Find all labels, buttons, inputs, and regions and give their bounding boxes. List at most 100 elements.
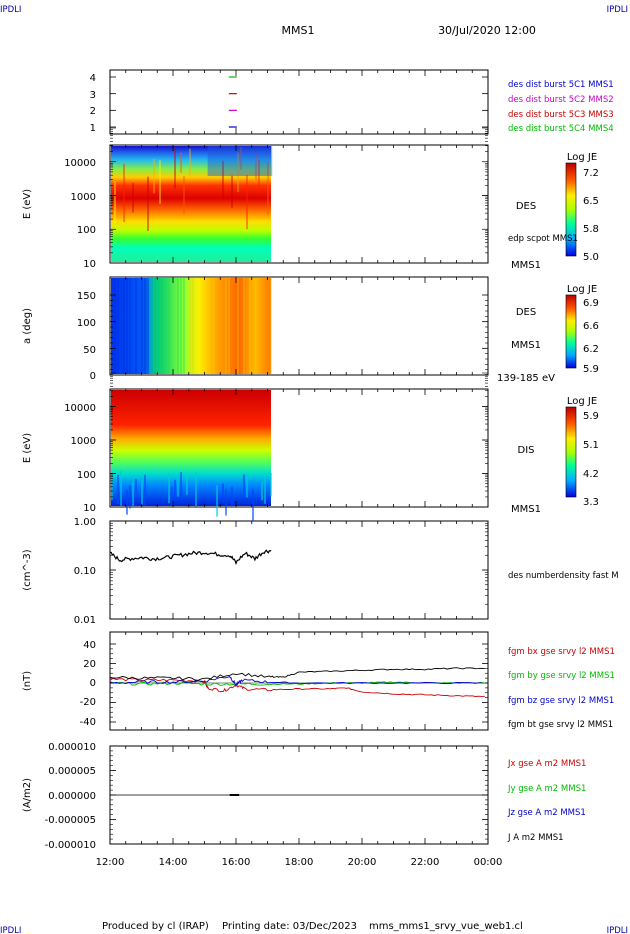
bfield-legend-entry: fgm by gse srvy l2 MMS1 — [508, 671, 615, 681]
corner-label-tl: IPDLI — [0, 5, 21, 15]
burst-legend-entry: des dist burst 5C1 MMS1 — [508, 80, 614, 90]
spectrogram-streak — [159, 278, 161, 374]
bfield-ytick-label: 20 — [83, 659, 96, 670]
current-ytick-label: 0.000000 — [48, 791, 96, 802]
spectrogram-streak — [195, 472, 197, 507]
current-ytick-label: -0.000005 — [45, 815, 96, 826]
mission-title: MMS1 — [282, 24, 315, 37]
current-ytick-label: 0.000010 — [48, 742, 96, 753]
dis-energy-ylabel: E (eV) — [22, 433, 33, 463]
des-energy-sublabel: edp scpot MMS1 — [508, 234, 578, 244]
bfield-ylabel: (nT) — [22, 671, 33, 691]
bfield-ytick-label: 0 — [90, 678, 96, 689]
spectrogram-streak — [171, 486, 173, 506]
bz-series-line — [109, 675, 482, 686]
des-pitch-yticks: 150 100 50 0 — [77, 291, 96, 382]
des-pitch-cbar-tick: 6.6 — [583, 321, 599, 332]
time-tick-label: 14:00 — [159, 857, 188, 868]
spectrogram-streak — [156, 278, 158, 374]
spectrogram-streak — [117, 474, 119, 505]
des-energy-spectrogram — [111, 146, 271, 262]
spectrogram-streak — [174, 146, 176, 189]
spectrogram-streak — [192, 278, 194, 374]
spectrogram-streak — [270, 278, 272, 374]
spectrogram-streak — [159, 160, 161, 204]
des-pitch-sc-label: MMS1 — [511, 340, 541, 351]
bfield-ytick-label: -40 — [80, 717, 96, 728]
spectrogram-streak — [240, 147, 242, 170]
spectrogram-texture — [111, 146, 273, 521]
burst-legend: des dist burst 5C1 MMS1 des dist burst 5… — [508, 80, 614, 134]
time-tick-label: 18:00 — [285, 857, 314, 868]
des-energy-cbar-tick: 5.0 — [583, 252, 599, 263]
dis-energy-ytick-label: 10000 — [64, 403, 96, 414]
des-pitch-label: DES — [516, 307, 536, 318]
burst-legend-entry: des dist burst 5C2 MMS2 — [508, 95, 614, 105]
des-pitch-ytick-label: 100 — [77, 318, 96, 329]
spectrogram-streak — [183, 278, 185, 374]
spectrogram-streak — [261, 481, 263, 501]
spectrogram-streak — [147, 176, 149, 232]
dis-energy-ytick-label: 100 — [77, 470, 96, 481]
spectrogram-streak — [222, 160, 224, 200]
dis-energy-cbar-tick: 5.9 — [583, 411, 599, 422]
spectrogram-streak — [225, 278, 227, 374]
spectrogram-streak — [135, 479, 137, 497]
spectrogram-streak — [216, 485, 218, 517]
spectrogram-streak — [126, 489, 128, 515]
spectrogram-streak — [222, 483, 224, 503]
density-legend-entry: des numberdensity fast M — [508, 571, 619, 581]
current-ytick-label: -0.000010 — [45, 840, 96, 851]
spectrogram-streak — [246, 476, 248, 498]
dis-energy-yticks: 10000 1000 100 10 — [64, 403, 96, 514]
dis-energy-ytick-label: 10 — [83, 503, 96, 514]
burst-yticks: 4 3 2 1 — [90, 73, 96, 134]
bfield-panel-frame — [109, 631, 489, 731]
plot-date: 30/Jul/2020 12:00 — [438, 24, 536, 37]
dis-energy-colorbar: Log JE 5.9 5.1 4.2 3.3 — [565, 396, 599, 508]
density-ytick-label: 0.10 — [74, 566, 96, 577]
spectrogram-streak — [231, 486, 233, 507]
des-pitch-cbar-tick: 6.2 — [583, 344, 599, 355]
spectrogram-streak — [186, 477, 188, 495]
des-pitch-cbar-tick: 5.9 — [583, 364, 599, 375]
des-energy-ytick-label: 10000 — [64, 158, 96, 169]
bt-series-line — [109, 667, 485, 681]
des-pitch-ytick-label: 0 — [90, 371, 96, 382]
dis-energy-cbar-tick: 5.1 — [583, 440, 599, 451]
spectrogram-streak — [123, 163, 125, 222]
current-legend-entry: Jz gse A m2 MMS1 — [507, 808, 586, 818]
spectrogram-streak — [264, 476, 266, 504]
spectrogram-streak — [129, 485, 131, 509]
corner-label-bl: IPDLI — [0, 926, 21, 934]
dis-energy-cbar-tick: 3.3 — [583, 497, 599, 508]
current-legend: Jx gse A m2 MMS1 Jy gse A m2 MMS1 Jz gse… — [507, 759, 586, 843]
des-energy-ytick-label: 1000 — [71, 192, 96, 203]
burst-legend-entry: des dist burst 5C4 MMS4 — [508, 124, 614, 134]
spectrogram-streak — [207, 146, 273, 176]
current-ylabel: (A/m2) — [22, 778, 33, 812]
spectrogram-streak — [225, 489, 227, 516]
spectrogram-streak — [237, 278, 239, 374]
spectrogram-streak — [153, 278, 155, 374]
spectrogram-streak — [141, 479, 143, 505]
spectrogram-streak — [144, 474, 146, 506]
current-legend-entry: J A m2 MMS1 — [507, 833, 564, 843]
corner-label-tr: IPDLI — [607, 5, 628, 15]
data-series — [109, 76, 488, 796]
footer-printing-date: Printing date: 03/Dec/2023 — [222, 921, 357, 932]
spectrogram-streak — [252, 488, 254, 521]
burst-ytick-label: 4 — [90, 73, 96, 84]
burst-panel-frame — [109, 69, 489, 135]
spectrogram-streak — [180, 278, 182, 374]
des-pitch-cbar-title: Log JE — [567, 284, 597, 295]
time-tick-label: 00:00 — [474, 857, 503, 868]
footer-credit: Produced by cl (IRAP) — [102, 921, 209, 932]
des-energy-colorbar: Log JE 7.2 6.5 5.8 5.0 — [565, 152, 599, 263]
current-ytick-label: 0.000005 — [48, 766, 96, 777]
spectrogram-streak — [267, 161, 269, 215]
des-pitch-ytick-label: 50 — [83, 345, 96, 356]
des-energy-ytick-label: 10 — [83, 259, 96, 270]
dis-energy-sc-label: MMS1 — [511, 504, 541, 515]
